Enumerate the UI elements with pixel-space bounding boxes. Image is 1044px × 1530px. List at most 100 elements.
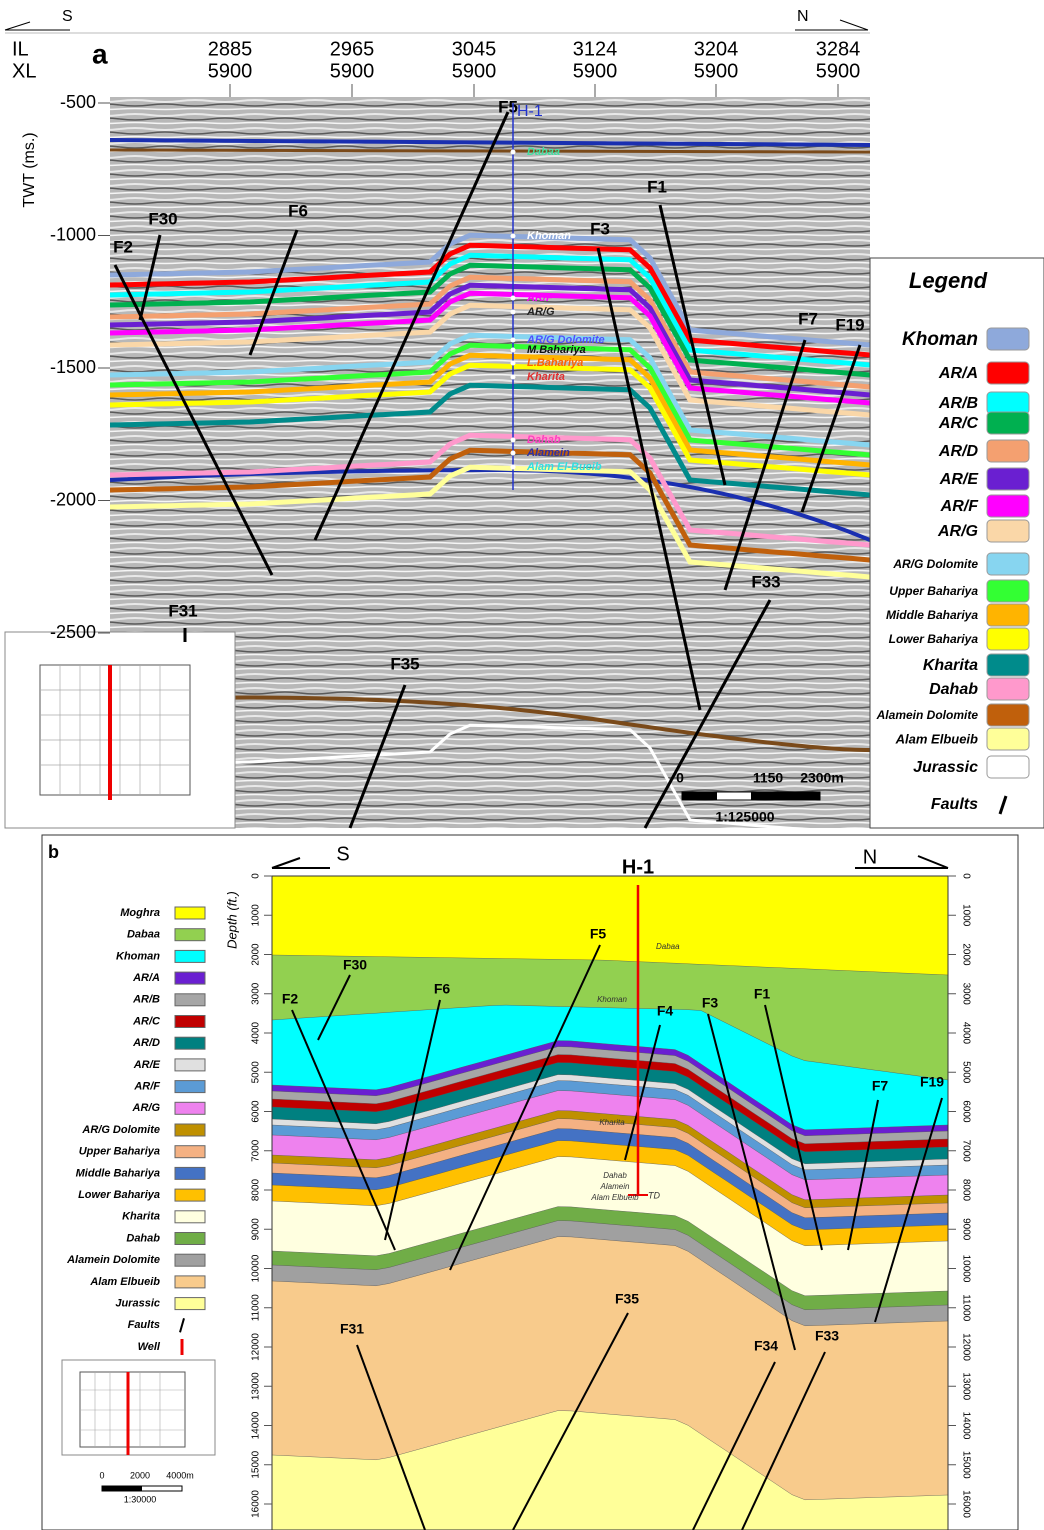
well-top-label: TD (648, 1190, 660, 1200)
xl-tick-label: 5900 (573, 60, 618, 82)
layer (272, 876, 948, 976)
y-tick-label: 4000 (960, 1022, 971, 1045)
well-top (510, 450, 516, 456)
scale-ratio: 1:125000 (715, 809, 774, 825)
legend-label: Well (138, 1341, 161, 1353)
horizon (110, 290, 870, 406)
scale-label: 2000 (130, 1470, 150, 1480)
y-tick-label: 15000 (251, 1450, 262, 1478)
inset-map-b (61, 1359, 216, 1456)
legend-label: AR/B (132, 994, 160, 1006)
fault (643, 599, 772, 829)
legend-swatch (986, 467, 1030, 491)
fault (449, 944, 601, 1271)
scale-ratio: 1:30000 (124, 1494, 157, 1504)
legend-label: AR/A (938, 365, 978, 382)
well-top (510, 233, 516, 239)
horizon (110, 342, 870, 458)
legend-swatch (986, 703, 1030, 727)
panel-label: a (92, 38, 108, 69)
il-tick-label: 3124 (573, 38, 618, 60)
fault-label: F19 (920, 1074, 944, 1090)
fault-label: F4 (657, 1003, 674, 1019)
well-top-label: AR/F (526, 292, 553, 304)
legend-swatch (174, 1297, 206, 1311)
layers (272, 876, 948, 1530)
horizon (110, 242, 870, 358)
well-top-label: Alamein (526, 447, 570, 459)
legend-swatch (174, 1210, 206, 1224)
xl-tick-label: 5900 (330, 60, 375, 82)
fault (692, 1361, 776, 1530)
y-tick-label: 15000 (960, 1451, 971, 1479)
fault (512, 1312, 629, 1530)
legend-swatch (174, 1166, 206, 1180)
legend-label: AR/E (939, 471, 980, 488)
y-tick-label: 2000 (251, 943, 262, 966)
fault-label: F35 (615, 1291, 639, 1307)
legend-label: Faults (128, 1319, 160, 1331)
xl-tick-label: 5900 (694, 60, 739, 82)
direction-left: S (62, 8, 73, 25)
fault (847, 1099, 879, 1251)
well-top-label: Dahab (527, 434, 561, 446)
legend-swatch (986, 653, 1030, 677)
legend-swatch (174, 1058, 206, 1072)
legend-swatch (986, 677, 1030, 701)
legend-swatch (174, 1036, 206, 1050)
y-tick-label: 9000 (960, 1218, 971, 1241)
horizon (110, 252, 870, 368)
fault-label: F33 (751, 572, 780, 591)
fault (384, 999, 441, 1241)
fault-label: F31 (168, 601, 197, 620)
fault (356, 1344, 426, 1530)
legend-swatch (174, 1123, 206, 1137)
well-name: H-1 (622, 856, 654, 878)
fault (596, 247, 702, 711)
well-top-label: AR/G (526, 306, 555, 318)
legend-label: Middle Bahariya (76, 1167, 160, 1179)
legend-label: Dabaa (127, 929, 160, 941)
y-tick-label: 13000 (960, 1372, 971, 1400)
fault (138, 234, 162, 321)
legend-label: Upper Bahariya (79, 1146, 160, 1158)
legend-swatch (174, 928, 206, 942)
well-name: H-1 (517, 103, 543, 120)
legend-label: Kharita (122, 1211, 160, 1223)
fault-label: F2 (113, 237, 133, 256)
well-top-label: Dabaa (527, 146, 560, 158)
fault-label: F31 (340, 1321, 364, 1337)
legend-label: AR/G (937, 523, 978, 540)
scale-label: 4000m (166, 1470, 194, 1480)
legend-label: Alam Elbueib (89, 1276, 160, 1288)
legend-swatch (174, 906, 206, 920)
legend-label: Dahab (929, 681, 978, 698)
il-tick-label: 3204 (694, 38, 739, 60)
legend-swatch (986, 603, 1030, 627)
il-label: IL (12, 38, 29, 60)
legend-label: Faults (931, 796, 978, 813)
horizon (110, 382, 870, 498)
legend-fault-symbol (998, 795, 1008, 815)
well-top-label: Alamein (600, 1182, 630, 1191)
legend-swatch (986, 361, 1030, 385)
y-tick-label: -1000 (50, 224, 96, 244)
well-top-label: Dahab (603, 1171, 627, 1180)
fault (248, 229, 299, 356)
fault-label: F7 (798, 309, 818, 328)
fault (800, 344, 862, 513)
well-top (510, 337, 516, 343)
fault-label: F30 (343, 957, 367, 973)
legend-label: Khoman (116, 950, 160, 962)
well-top-label: Alam El-Bueib (526, 461, 602, 473)
legend-swatch (174, 971, 206, 985)
legend-label: Lower Bahariya (889, 632, 979, 646)
well-top-label: Kharita (527, 371, 565, 383)
legend-fault-symbol (179, 1318, 185, 1333)
fault-label: F30 (148, 209, 177, 228)
legend-label: AR/E (133, 1059, 161, 1071)
fault (723, 339, 807, 591)
y-tick-label: 16000 (251, 1490, 262, 1518)
horizon (110, 274, 870, 390)
